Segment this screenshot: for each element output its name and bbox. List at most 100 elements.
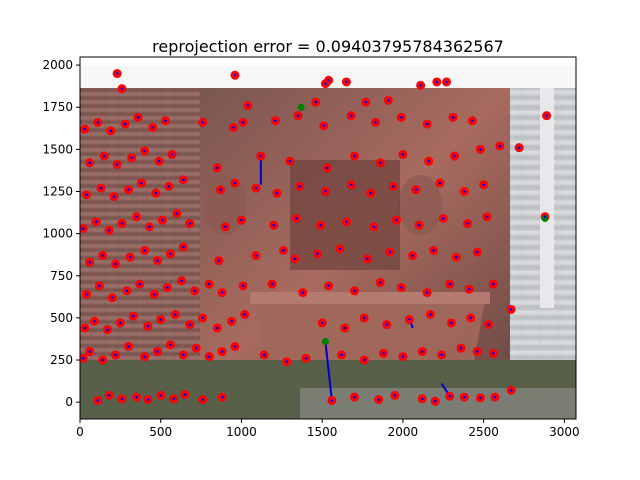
reprojected-point [479, 396, 482, 400]
reprojected-point [330, 399, 334, 402]
reprojected-point [400, 116, 403, 119]
y-tick-label: 1750 [42, 100, 73, 114]
reprojected-point [88, 161, 91, 165]
reprojected-point [325, 166, 329, 170]
reprojected-point [164, 119, 167, 123]
reprojected-point [220, 291, 224, 294]
reprojected-point [467, 287, 471, 291]
reprojected-point [487, 323, 490, 326]
reprojected-point [353, 289, 356, 293]
reprojected-point [427, 159, 431, 163]
reprojected-point [88, 350, 91, 353]
reprojected-point [127, 345, 130, 348]
reprojected-point [241, 284, 245, 288]
reprojected-point [169, 252, 172, 256]
reprojected-point [107, 228, 111, 232]
reprojected-point [123, 122, 127, 126]
reprojected-point [114, 262, 117, 266]
reprojected-point [110, 296, 114, 299]
carving-right [398, 175, 442, 235]
reprojected-point [293, 257, 297, 261]
reprojected-point [322, 124, 326, 128]
reprojected-point [254, 254, 258, 257]
reprojected-point [295, 217, 298, 220]
reprojected-point [143, 355, 146, 358]
reprojected-point [99, 186, 103, 190]
chart-title: reprojection error = 0.09403795784362567 [152, 37, 504, 56]
reprojected-point [369, 191, 372, 195]
reprojected-point [156, 259, 159, 262]
reprojected-point-layer [81, 72, 548, 403]
reprojected-point [88, 260, 91, 264]
reprojected-point [143, 249, 146, 252]
reprojected-point [240, 218, 243, 222]
reprojected-point [215, 166, 219, 170]
reprojected-point [120, 397, 124, 401]
background-photo [80, 57, 576, 419]
reprojected-point [338, 247, 342, 251]
reprojected-point [274, 119, 277, 123]
reprojected-point [349, 183, 353, 187]
reprojected-point [372, 225, 376, 229]
reprojected-point [349, 114, 353, 117]
y-tick-label: 500 [50, 311, 73, 325]
x-tick-label: 500 [149, 425, 172, 439]
reprojected-point [165, 286, 169, 289]
reprojected-point [469, 316, 473, 320]
reprojected-point [425, 291, 429, 294]
reprojected-point [340, 353, 343, 357]
reprojected-point [385, 323, 389, 326]
reprojected-point [115, 163, 119, 166]
reprojected-point [188, 323, 192, 326]
x-tick-label: 2500 [468, 425, 499, 439]
reprojected-point [157, 159, 161, 163]
reprojected-point [411, 254, 414, 257]
x-tick-label: 1000 [226, 425, 257, 439]
y-axis: 0 250 500 750 1000 1250 1500 1750 2000 [42, 58, 80, 409]
axes-frame [79, 56, 577, 420]
reprojected-point [201, 121, 205, 124]
reprojected-point [85, 193, 88, 197]
center-niche [290, 160, 400, 270]
reprojected-point [83, 127, 87, 131]
reprojected-point [471, 119, 474, 123]
reprojected-point [448, 282, 452, 286]
reprojected-point [296, 114, 300, 117]
reprojected-point [243, 313, 246, 316]
reprojected-point [81, 227, 85, 230]
reprojected-point [479, 148, 482, 151]
reprojected-point [125, 289, 129, 293]
reprojected-point [462, 190, 466, 193]
reprojected-point [362, 316, 366, 320]
reprojected-point [96, 399, 100, 402]
reprojected-point [387, 99, 390, 102]
reprojected-point [207, 282, 211, 286]
column-right [540, 88, 554, 308]
y-tick-label: 0 [65, 395, 73, 409]
reprojected-point [140, 181, 143, 185]
reprojected-point [182, 178, 185, 181]
reprojected-point [454, 255, 458, 259]
reprojected-point [146, 398, 150, 401]
reprojected-point [96, 121, 100, 124]
reprojected-point [314, 100, 318, 104]
reprojected-point [459, 346, 463, 350]
reprojected-point [419, 84, 422, 87]
carving-left [203, 175, 247, 235]
reprojected-point [180, 279, 184, 283]
reprojected-point [156, 350, 159, 353]
reprojected-point [154, 191, 158, 195]
error-vector [324, 341, 333, 401]
reprojected-point [159, 318, 163, 321]
y-tick-label: 2000 [42, 58, 73, 72]
reprojected-point [207, 355, 211, 358]
reprojected-point [285, 360, 288, 364]
reprojected-point [288, 159, 292, 163]
reprojected-point [128, 255, 132, 259]
reprojected-point [316, 252, 319, 256]
reprojected-point [146, 325, 150, 328]
reprojected-point [120, 87, 124, 90]
reprojected-point [482, 183, 485, 187]
reprojected-point [182, 245, 185, 249]
x-tick-label: 2000 [388, 425, 419, 439]
